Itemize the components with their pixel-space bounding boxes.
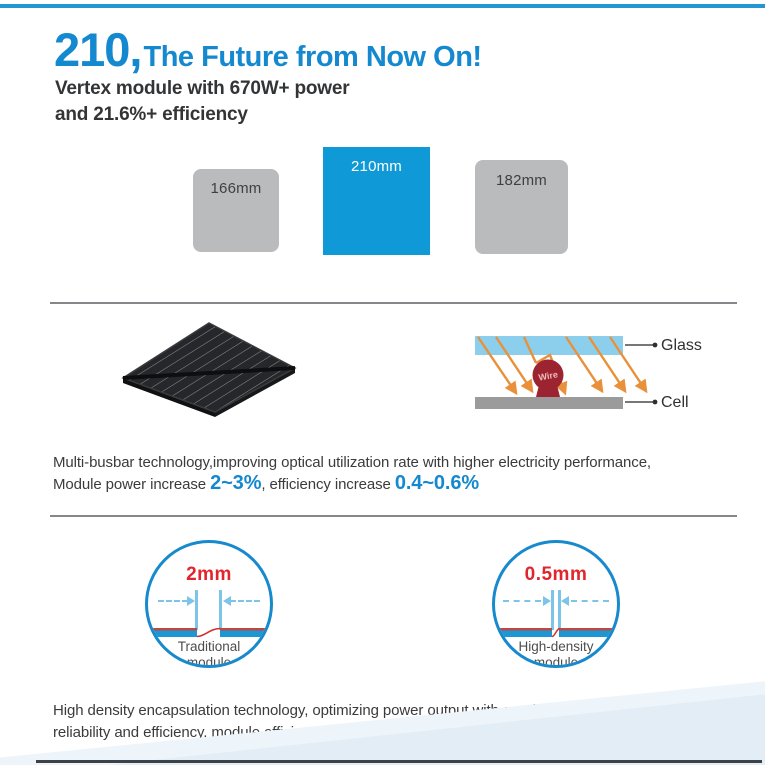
busbar-line2-middle: , efficiency increase	[261, 476, 395, 493]
gap-edge-line	[558, 590, 561, 630]
top-accent-rule	[0, 4, 765, 8]
ribbon-connector-icon	[197, 627, 220, 638]
gap-measurement-label: 0.5mm	[524, 564, 588, 585]
cell-size-label: 210mm	[350, 158, 403, 175]
busbar-description: Multi-busbar technology,improving optica…	[53, 452, 733, 495]
cell-bar-right	[559, 628, 617, 637]
module-caption: Traditional module	[148, 639, 270, 668]
traditional-module-diagram: 2mm Traditional module	[145, 540, 273, 668]
module-caption: High-density module	[495, 639, 617, 668]
cell-size-label: 166mm	[210, 180, 262, 197]
bottom-rule	[36, 760, 762, 763]
subtitle-line-2: and 21.6%+ efficiency	[55, 104, 248, 125]
gap-measurement-label: 2mm	[186, 564, 232, 585]
glass-label: Glass	[661, 337, 702, 354]
cell-size-card-210mm: 210mm	[323, 147, 430, 255]
solar-panel-illustration	[121, 322, 297, 417]
arrowhead-left-icon	[223, 596, 231, 606]
glass-bar	[475, 336, 623, 355]
cell-size-card-182mm: 182mm	[475, 160, 568, 254]
arrowhead-left-icon	[561, 596, 569, 606]
gap-arrow-right	[230, 600, 260, 602]
gap-edge-line	[551, 590, 554, 630]
caption-line-1: Traditional	[177, 639, 241, 654]
wire-ball-icon: Wire	[532, 359, 564, 397]
arrowhead-right-icon	[543, 596, 551, 606]
gap-arrow-left	[503, 600, 541, 602]
cell-bar-left	[495, 628, 552, 637]
cell-bar	[475, 397, 623, 409]
gap-arrow-right	[571, 600, 609, 602]
cell-label: Cell	[661, 394, 689, 411]
busbar-description-line-1: Multi-busbar technology,improving optica…	[53, 454, 652, 471]
subtitle-line-1: Vertex module with 670W+ power	[55, 78, 350, 99]
caption-line-1: High-density	[518, 639, 594, 654]
caption-line-2: module	[186, 655, 232, 668]
title-text: The Future from Now On!	[143, 41, 482, 73]
cell-bar-right	[220, 628, 270, 637]
efficiency-increase-highlight: 0.4~0.6%	[394, 472, 480, 494]
wire-label: Wire	[538, 369, 559, 382]
title-number: 210,	[54, 23, 142, 76]
cell-size-card-166mm: 166mm	[193, 169, 279, 252]
ribbon-connector-icon	[552, 627, 560, 638]
gap-edge-line	[195, 590, 198, 630]
cell-size-label: 182mm	[495, 172, 548, 189]
high-density-module-diagram: 0.5mm High-density module	[492, 540, 620, 668]
page-title: 210, The Future from Now On!	[54, 26, 482, 73]
busbar-line2-prefix: Module power increase	[53, 476, 211, 493]
power-increase-highlight: 2~3%	[210, 472, 262, 494]
busbar-description-line-2: Module power increase 2~3%, efficiency i…	[53, 473, 733, 495]
gap-edge-line	[219, 590, 222, 630]
page-subtitle: Vertex module with 670W+ power and 21.6%…	[55, 76, 350, 128]
caption-line-2: module	[533, 655, 579, 668]
cell-bar-left	[148, 628, 197, 637]
gap-arrow-left	[158, 600, 188, 602]
section-divider	[50, 515, 737, 517]
section-divider	[50, 302, 737, 304]
arrowhead-right-icon	[187, 596, 195, 606]
busbar-light-diagram: Wire	[475, 336, 658, 409]
label-connectors	[625, 344, 653, 403]
